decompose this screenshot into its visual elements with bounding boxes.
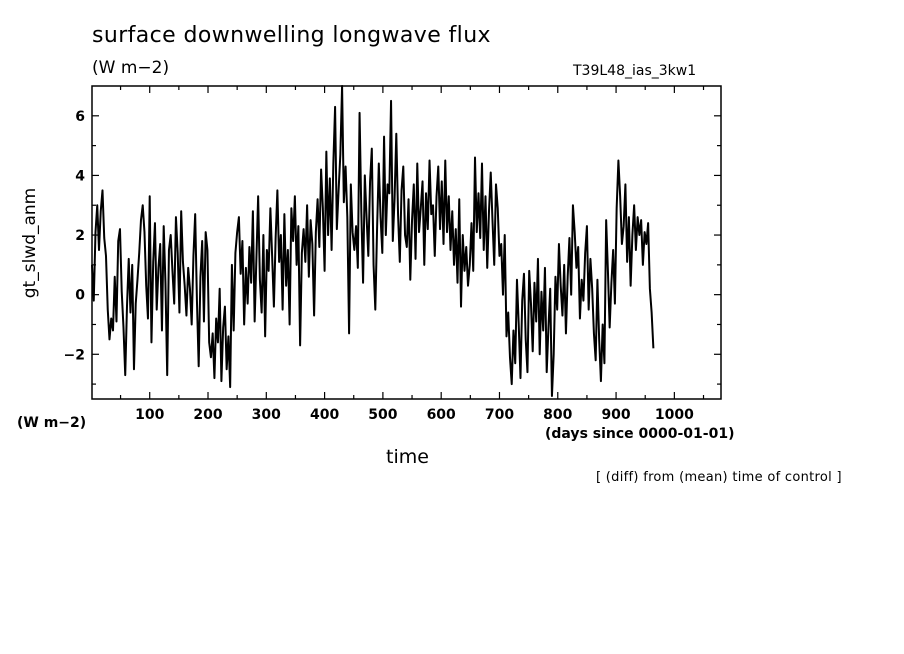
y-tick-label: 6 [75,109,85,125]
chart-units: (W m−2) [92,58,170,78]
x-tick-label: 800 [543,407,572,423]
x-tick-label: 900 [601,407,630,423]
x-axis-label: time [386,446,429,468]
x-tick-label: 300 [252,407,281,423]
plot-frame [91,85,722,400]
y-tick-label: −2 [64,347,85,363]
y-tick-label: 0 [75,288,85,304]
x-tick-label: 500 [368,407,397,423]
x-tick-label: 1000 [655,407,694,423]
y-tick-label: 2 [75,228,85,244]
difference-note: [ (diff) from (mean) time of control ] [596,470,842,485]
x-tick-label: 100 [135,407,164,423]
y-tick-label: 4 [75,168,85,184]
tick-labels: 100 200 300 400 500 600 700 800 900 1000 −2 0 2 4 6 [64,109,695,423]
experiment-name: T39L48_ias_3kw1 [573,63,697,79]
chart-title: surface downwelling longwave flux [92,23,491,48]
x-tick-label: 200 [193,407,222,423]
x-tick-label: 400 [310,407,339,423]
y-axis-units: (W m−2) [17,415,87,431]
x-axis-units: (days since 0000-01-01) [545,426,735,442]
series-line [91,85,655,398]
x-tick-label: 700 [485,407,514,423]
x-tick-label: 600 [427,407,456,423]
